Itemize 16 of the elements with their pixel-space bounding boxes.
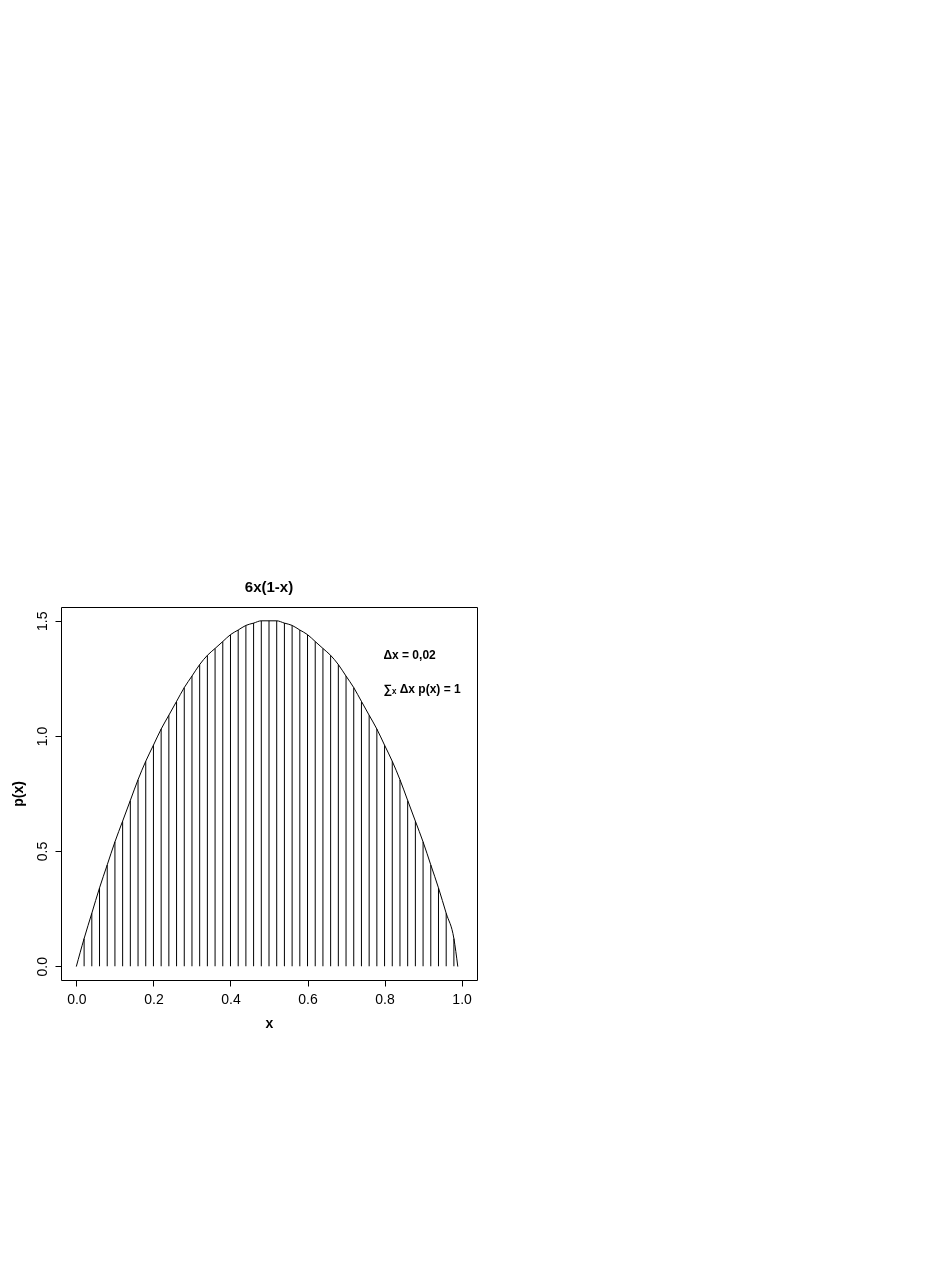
x-tick-label: 0.8	[375, 990, 395, 1007]
x-tick-label: 0.6	[298, 990, 318, 1007]
y-tick-label: 1.5	[33, 611, 50, 632]
y-tick-label: 0.5	[33, 841, 50, 862]
x-tick-label: 0.0	[67, 990, 87, 1007]
x-tick-label: 0.2	[144, 990, 164, 1007]
x-tick-label: 1.0	[452, 990, 473, 1007]
annotation: Δx = 0,02	[383, 648, 437, 663]
y-tick-label: 1.0	[33, 726, 50, 747]
y-tick-label: 0.0	[33, 956, 50, 977]
annotation: ∑ₓ Δx p(x) = 1	[383, 682, 461, 697]
chart-title: 6x(1-x)	[244, 578, 294, 595]
x-axis-title: x	[265, 1014, 274, 1031]
line-series	[75, 620, 459, 967]
y-axis-title: p(x)	[9, 781, 26, 807]
x-tick-label: 0.4	[221, 990, 241, 1007]
